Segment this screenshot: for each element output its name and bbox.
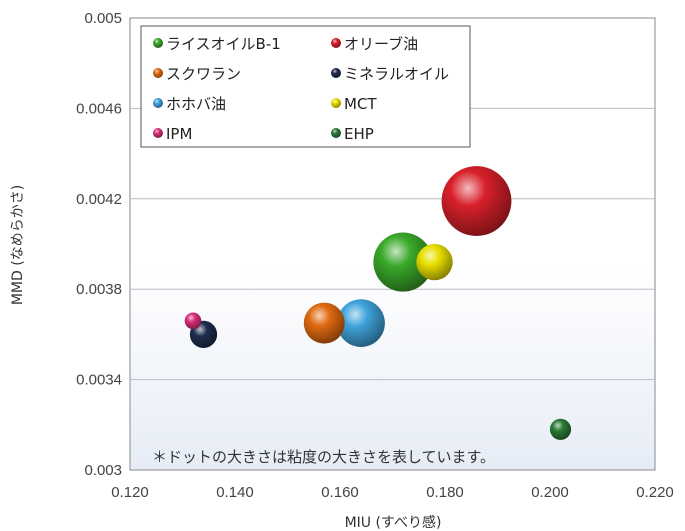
legend-marker bbox=[153, 68, 163, 78]
x-tick-label: 0.220 bbox=[636, 484, 674, 501]
x-tick-label: 0.120 bbox=[111, 484, 149, 501]
bubble-point bbox=[416, 243, 453, 281]
bubble-point bbox=[303, 302, 345, 344]
legend-marker bbox=[153, 128, 163, 138]
legend-label: EHP bbox=[344, 125, 374, 143]
x-tick-label: 0.200 bbox=[531, 484, 569, 501]
bubble-point bbox=[549, 418, 572, 440]
legend-label: MCT bbox=[344, 95, 377, 113]
y-tick-label: 0.003 bbox=[84, 462, 122, 479]
y-tick-label: 0.0042 bbox=[76, 191, 122, 208]
legend-marker bbox=[331, 68, 341, 78]
x-tick-labels: 0.120 0.140 0.160 0.180 0.200 0.220 bbox=[111, 484, 674, 501]
y-tick-labels: 0.003 0.0034 0.0038 0.0042 0.0046 0.005 bbox=[76, 10, 122, 479]
legend-box bbox=[140, 25, 471, 148]
x-tick-label: 0.160 bbox=[321, 484, 359, 501]
legend-marker bbox=[331, 128, 341, 138]
bubble-point bbox=[441, 166, 512, 236]
bubble-point bbox=[184, 312, 202, 330]
y-axis-title: MMD (なめらかさ) bbox=[10, 185, 26, 305]
y-tick-label: 0.0046 bbox=[76, 100, 122, 117]
data-points bbox=[184, 166, 572, 440]
x-tick-label: 0.140 bbox=[216, 484, 254, 501]
legend-label: スクワラン bbox=[166, 65, 241, 83]
legend-label: ライスオイルB-1 bbox=[166, 35, 281, 53]
y-tick-label: 0.0034 bbox=[76, 372, 122, 389]
legend-label: オリーブ油 bbox=[344, 35, 418, 53]
legend-label: ミネラルオイル bbox=[344, 65, 449, 83]
legend-label: ホホバ油 bbox=[166, 95, 226, 113]
x-tick-label: 0.180 bbox=[426, 484, 464, 501]
legend-marker bbox=[153, 38, 163, 48]
y-tick-label: 0.0038 bbox=[76, 281, 122, 298]
legend-marker bbox=[153, 98, 163, 108]
bubble-point bbox=[337, 299, 385, 347]
legend-marker bbox=[331, 98, 341, 108]
bubble-point bbox=[373, 232, 433, 292]
x-axis-title: MIU (すべり感) bbox=[345, 514, 442, 531]
y-tick-label: 0.005 bbox=[84, 10, 122, 27]
legend-label: IPM bbox=[166, 125, 192, 143]
legend-marker bbox=[331, 38, 341, 48]
chart-note: ＊ドットの大きさは粘度の大きさを表しています。 bbox=[152, 448, 495, 466]
